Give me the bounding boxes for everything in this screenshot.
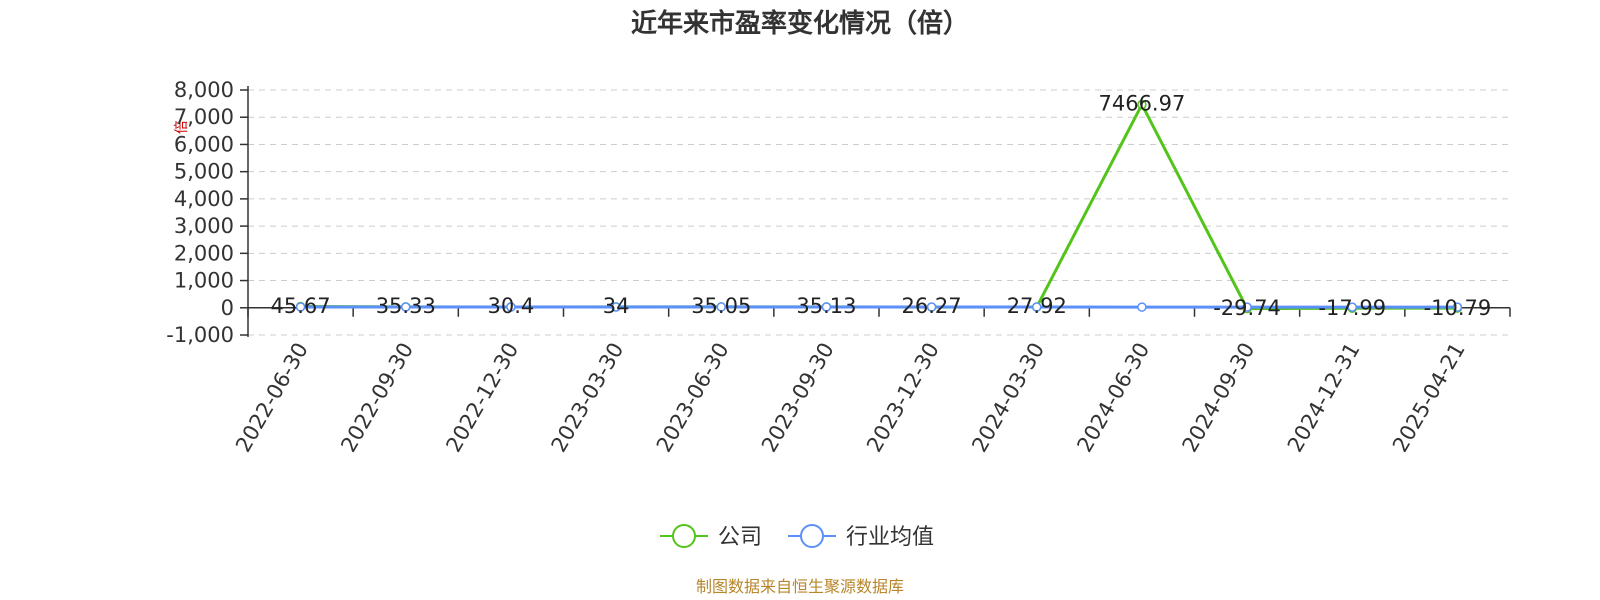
y-tick-label: 7,000	[174, 105, 234, 129]
data-point-industry-average	[1137, 302, 1147, 312]
data-point-industry-average	[716, 302, 726, 312]
x-tick-label: 2024-06-30	[1072, 339, 1154, 457]
legend-item-company[interactable]: 公司	[660, 524, 762, 550]
data-point-industry-average	[295, 302, 306, 312]
data-label-company: -10.79	[1424, 296, 1492, 320]
chart-title: 近年来市盈率变化情况（倍）	[631, 8, 969, 39]
grid-lines	[248, 89, 1510, 336]
y-tick-label: 1,000	[174, 269, 234, 293]
data-label-company: -29.74	[1213, 296, 1281, 320]
data-point-industry-average	[1032, 302, 1042, 312]
y-tick-label: 2,000	[174, 241, 234, 265]
y-axis-ticks: 8,000 7,000 6,000 5,000 4,000 3,000 2,000 1,000…	[166, 78, 249, 347]
x-tick-label: 2022-06-30	[231, 339, 313, 457]
series-layer	[295, 99, 1463, 314]
y-tick-label: -1,000	[166, 323, 234, 347]
legend[interactable]: 公司 行业均值	[660, 524, 934, 550]
data-point-industry-average	[1347, 302, 1357, 312]
x-tick-label: 2025-04-21	[1388, 339, 1470, 457]
data-point-industry-average	[926, 302, 937, 312]
x-tick-label: 2023-06-30	[652, 339, 734, 457]
data-labels: 45.67 35.33 30.4 34 35.05 35.13 26.27 27.92 7466…	[271, 92, 1492, 320]
data-point-industry-average	[401, 302, 411, 312]
y-tick-label: 0	[221, 296, 234, 320]
x-tick-label: 2024-12-31	[1283, 339, 1365, 457]
data-label-company: 30.4	[488, 294, 535, 318]
x-axis: 2022-06-30 2022-09-30 2022-12-30 2023-03-30…	[231, 307, 1511, 457]
y-tick-label: 8,000	[174, 78, 234, 102]
series-line-company	[300, 103, 1458, 311]
data-label-company: 35.05	[691, 294, 751, 318]
y-tick-label: 3,000	[174, 214, 234, 238]
legend-marker-industry-average	[800, 524, 824, 548]
data-label-company: 35.33	[376, 294, 436, 318]
data-point-industry-average	[1242, 302, 1252, 312]
y-tick-label: 4,000	[174, 187, 234, 211]
data-point-industry-average	[1452, 302, 1463, 312]
data-label-company: 34	[603, 294, 630, 318]
legend-label-company: 公司	[718, 525, 762, 550]
data-point-company	[1137, 99, 1147, 110]
x-tick-label: 2022-09-30	[336, 339, 418, 457]
x-tick-label: 2023-03-30	[547, 339, 629, 457]
data-source-note: 制图数据来自恒生聚源数据库	[696, 577, 904, 596]
y-tick-label: 6,000	[174, 132, 234, 156]
data-label-company: 45.67	[271, 294, 331, 318]
x-tick-label: 2023-09-30	[757, 339, 839, 457]
data-point-industry-average	[821, 302, 832, 312]
data-label-company: 26.27	[902, 294, 962, 318]
x-tick-label: 2022-12-30	[441, 339, 523, 457]
data-label-company: 35.13	[796, 294, 856, 318]
legend-marker-company	[672, 524, 696, 548]
legend-item-industry-average[interactable]: 行业均值	[788, 524, 934, 550]
x-tick-label: 2024-03-30	[967, 339, 1049, 457]
legend-label-industry-average: 行业均值	[846, 525, 934, 550]
data-point-industry-average	[611, 302, 621, 312]
y-axis-unit: 倍	[174, 120, 190, 134]
x-tick-label: 2024-09-30	[1178, 339, 1260, 457]
data-point-industry-average	[506, 302, 516, 312]
data-label-company: 7466.97	[1098, 92, 1185, 116]
data-label-company: 27.92	[1007, 294, 1067, 318]
y-tick-label: 5,000	[174, 160, 234, 184]
data-label-company: -17.99	[1318, 296, 1386, 320]
x-tick-label: 2023-12-30	[862, 338, 944, 456]
